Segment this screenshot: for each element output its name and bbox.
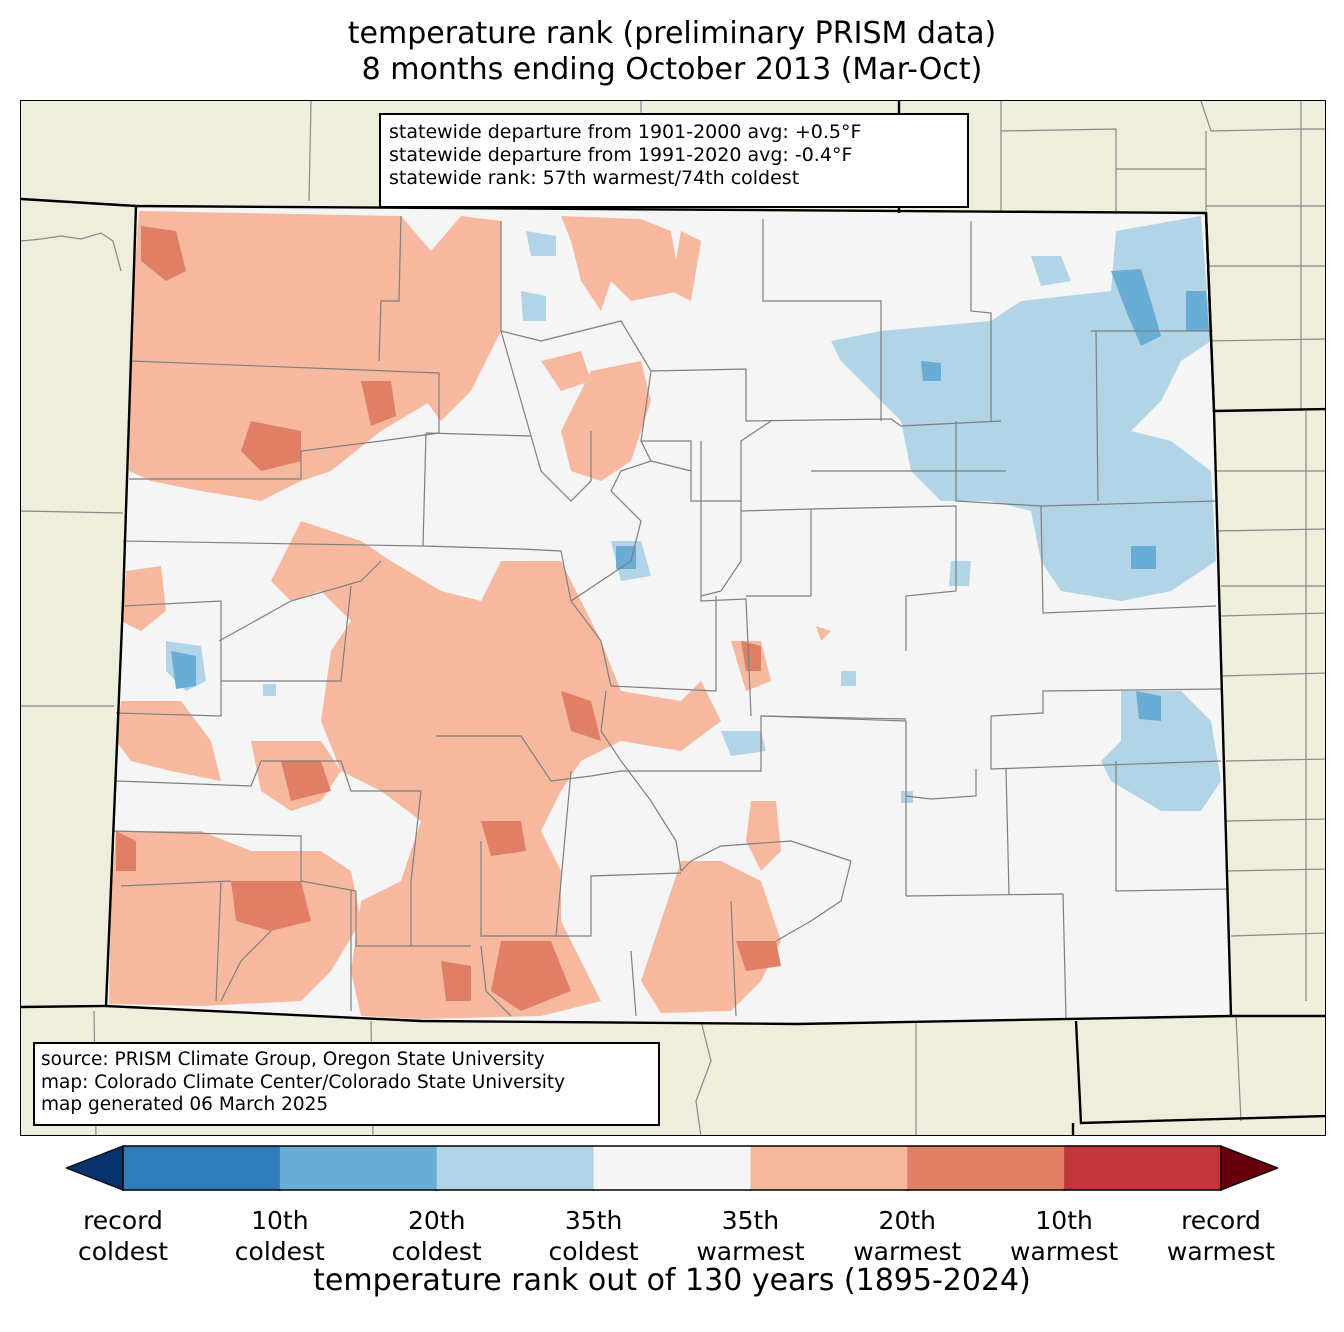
source-line: source: PRISM Climate Group, Oregon Stat… (41, 1049, 545, 1070)
tick-label-line-1: 10th (1035, 1206, 1093, 1235)
title-line-1: temperature rank (preliminary PRISM data… (347, 16, 997, 51)
colorbar-segment (1064, 1146, 1222, 1190)
colorbar-segment (593, 1146, 751, 1190)
colorbar-tick-label: 35th warmest (670, 1205, 830, 1267)
tick-label-line-1: 20th (878, 1206, 937, 1235)
stats-departure-1901-2000: statewide departure from 1901-2000 avg: … (389, 121, 862, 143)
colorbar-arrow-cold (66, 1145, 124, 1191)
cool-20-rank-areas (171, 269, 1209, 721)
colorbar-tick-label: 20th coldest (357, 1205, 517, 1267)
source-credit-box: source: PRISM Climate Group, Oregon Stat… (33, 1042, 660, 1126)
colorbar-segment (123, 1146, 281, 1190)
statewide-stats-box: statewide departure from 1901-2000 avg: … (379, 113, 969, 208)
stats-statewide-rank: statewide rank: 57th warmest/74th coldes… (389, 167, 800, 189)
colorbar-segment (279, 1146, 438, 1190)
colorado-map (21, 101, 1325, 1135)
county-boundaries (112, 215, 1230, 1020)
tick-label-line-1: 10th (251, 1206, 309, 1235)
chart-title: temperature rank (preliminary PRISM data… (0, 16, 1344, 88)
warm-rank-areas (109, 211, 831, 1019)
tick-label-line-1: record (1181, 1206, 1261, 1235)
colorbar (66, 1145, 1278, 1191)
colorbar-tick-label: record warmest (1141, 1205, 1301, 1267)
tick-label-line-2: warmest (1010, 1237, 1119, 1266)
colorbar-tick-label: 20th warmest (827, 1205, 987, 1267)
tick-label-line-1: 35th (564, 1206, 623, 1235)
tick-label-line-1: 35th (721, 1206, 780, 1235)
colorbar-tick-label: record coldest (43, 1205, 203, 1267)
tick-label-line-1: record (83, 1206, 163, 1235)
colorbar-segment (750, 1146, 908, 1190)
generated-date-line: map generated 06 March 2025 (41, 1094, 329, 1115)
map-credit-line: map: Colorado Climate Center/Colorado St… (41, 1071, 566, 1093)
colorbar-tick-label: 10th warmest (984, 1205, 1144, 1267)
colorbar-segment (436, 1146, 595, 1190)
map-panel: statewide departure from 1901-2000 avg: … (20, 100, 1326, 1136)
tick-label-line-2: warmest (1166, 1237, 1276, 1266)
tick-label-line-1: 20th (407, 1206, 466, 1235)
title-line-2: 8 months ending October 2013 (Mar-Oct) (361, 52, 983, 87)
warm-20-rank-areas (116, 226, 781, 1011)
tick-label-line-2: warmest (853, 1237, 962, 1266)
tick-label-line-2: coldest (234, 1237, 325, 1266)
colorbar-tick-label: 35th coldest (514, 1205, 674, 1267)
tick-label-line-2: warmest (696, 1237, 805, 1266)
tick-label-line-2: coldest (77, 1237, 169, 1266)
colorbar-axis-label: temperature rank out of 130 years (1895-… (313, 1263, 1031, 1298)
colorbar-outline (122, 1145, 1222, 1191)
cool-rank-areas (166, 216, 1221, 811)
colorbar-segment (907, 1146, 1065, 1190)
stats-departure-1991-2020: statewide departure from 1991-2020 avg: … (389, 144, 853, 166)
state-boundaries (21, 101, 1325, 1135)
colorbar-arrow-warm (1220, 1145, 1278, 1191)
tick-label-line-2: coldest (548, 1237, 639, 1266)
tick-label-line-2: coldest (391, 1237, 482, 1266)
colorbar-tick-label: 10th coldest (200, 1205, 360, 1267)
